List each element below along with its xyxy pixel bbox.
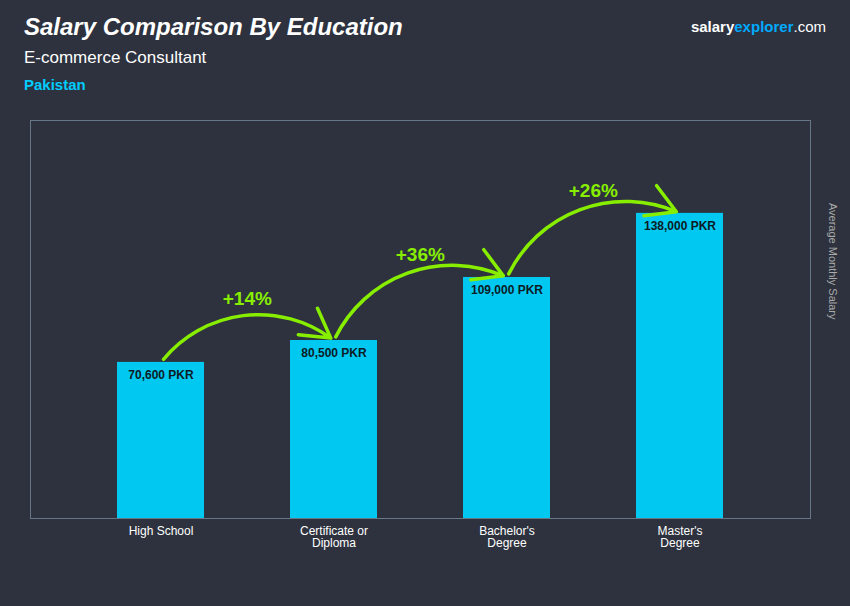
svg-text:+14%: +14% [223,288,272,309]
html-text:salary explorer.com: salary explorer.com [690,18,826,35]
svg-text:High School: High School [129,524,194,538]
svg-text:70,600 PKR: 70,600 PKR [128,368,194,382]
svg-text:109,000 PKR: 109,000 PKR [471,283,543,297]
svg-text:+36%: +36% [396,244,445,265]
svg-text:Master'sDegree: Master'sDegree [658,524,703,550]
svg-text:Certificate orDiploma: Certificate orDiploma [300,524,368,550]
svg-text:Average Monthly Salary: Average Monthly Salary [827,203,839,320]
svg-text:138,000 PKR: 138,000 PKR [644,219,716,233]
html-text:Salary Comparison By Education: Salary Comparison By Education [24,13,403,40]
svg-text:+26%: +26% [569,180,618,201]
svg-text:80,500 PKR: 80,500 PKR [301,346,367,360]
html-text:Pakistan: Pakistan [24,76,86,93]
html-text:E-commerce Consultant: E-commerce Consultant [24,48,207,67]
svg-text:Bachelor'sDegree: Bachelor'sDegree [479,524,535,550]
